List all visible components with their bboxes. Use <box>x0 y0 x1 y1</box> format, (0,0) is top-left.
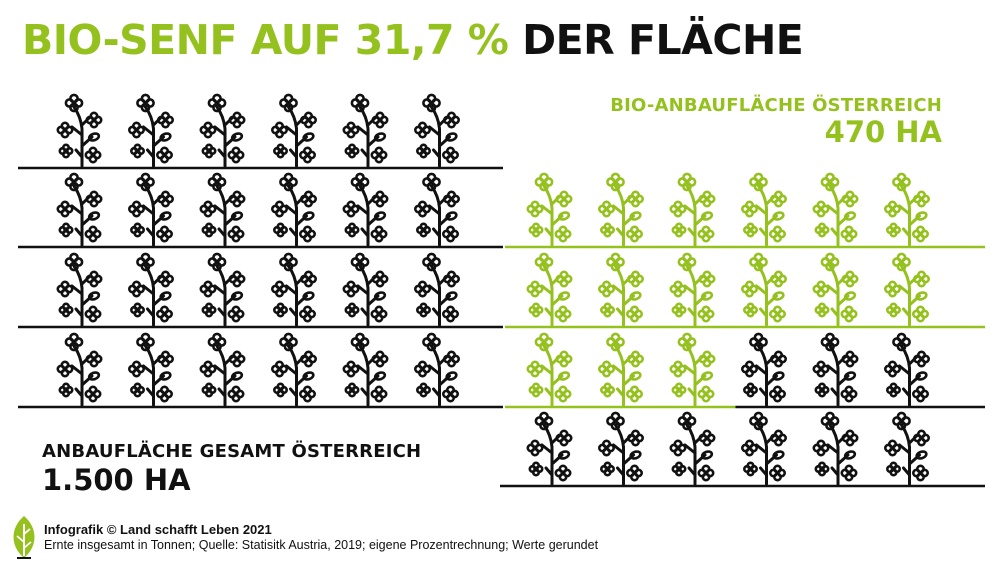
conventional-plant-icon <box>56 252 103 327</box>
conventional-plant-icon <box>413 332 461 407</box>
conventional-plant-icon <box>199 332 246 407</box>
conventional-plant-icon <box>56 172 103 247</box>
conventional-plant-icon <box>413 172 461 247</box>
conventional-plant-icon <box>199 172 246 247</box>
conventional-plant-icon <box>812 332 859 407</box>
footer-source: Ernte insgesamt in Tonnen; Quelle: Stati… <box>44 538 599 552</box>
conventional-plant-icon <box>199 93 246 168</box>
conventional-plant-icon <box>270 172 318 247</box>
organic-plant-icon <box>526 332 573 407</box>
organic-plant-icon <box>597 252 645 327</box>
conventional-plant-icon <box>597 411 645 486</box>
conventional-plant-icon <box>127 93 175 168</box>
organic-plant-icon <box>597 332 645 407</box>
conventional-plant-icon <box>127 252 175 327</box>
organic-plant-icon <box>669 252 716 327</box>
title-dark: DER FLÄCHE <box>522 16 804 64</box>
total-area-label: ANBAUFLÄCHE GESAMT ÖSTERREICH 1.500 HA <box>42 441 421 495</box>
organic-area-label: BIO-ANBAUFLÄCHE ÖSTERREICH 470 HA <box>610 95 942 147</box>
footer-credit: Infografik © Land schafft Leben 2021 <box>44 522 272 537</box>
conventional-plant-icon <box>812 411 859 486</box>
conventional-plant-icon <box>342 252 389 327</box>
title-highlight: BIO-SENF AUF 31,7 % <box>22 16 509 64</box>
organic-plant-icon <box>883 252 931 327</box>
organic-plant-icon <box>669 172 716 247</box>
organic-plant-icon <box>740 252 788 327</box>
conventional-plant-icon <box>883 332 931 407</box>
conventional-plant-icon <box>669 411 716 486</box>
conventional-plant-icon <box>56 93 103 168</box>
conventional-plant-icon <box>270 252 318 327</box>
total-area-title: ANBAUFLÄCHE GESAMT ÖSTERREICH <box>42 441 422 462</box>
conventional-plant-icon <box>413 252 461 327</box>
conventional-plant-icon <box>740 411 788 486</box>
conventional-plant-icon <box>56 332 103 407</box>
conventional-plant-icon <box>270 93 318 168</box>
conventional-plant-icon <box>342 93 389 168</box>
organic-area-title: BIO-ANBAUFLÄCHE ÖSTERREICH <box>610 95 942 116</box>
organic-area-value: 470 HA <box>824 115 942 149</box>
leaf-logo-icon <box>13 516 35 559</box>
organic-plant-icon <box>740 172 788 247</box>
total-area-value: 1.500 HA <box>42 463 191 497</box>
conventional-plant-icon <box>127 172 175 247</box>
conventional-plant-icon <box>740 332 788 407</box>
conventional-plant-icon <box>526 411 573 486</box>
page-title: BIO-SENF AUF 31,7 % DER FLÄCHE <box>22 20 804 61</box>
organic-plant-icon <box>812 252 859 327</box>
conventional-plant-icon <box>342 332 389 407</box>
conventional-plant-icon <box>413 93 461 168</box>
organic-plant-icon <box>883 172 931 247</box>
organic-plant-icon <box>669 332 716 407</box>
conventional-plant-icon <box>342 172 389 247</box>
conventional-plant-icon <box>270 332 318 407</box>
conventional-plant-icon <box>883 411 931 486</box>
conventional-plant-icon <box>199 252 246 327</box>
organic-plant-icon <box>526 252 573 327</box>
organic-plant-icon <box>526 172 573 247</box>
organic-plant-icon <box>812 172 859 247</box>
conventional-plant-icon <box>127 332 175 407</box>
organic-plant-icon <box>597 172 645 247</box>
